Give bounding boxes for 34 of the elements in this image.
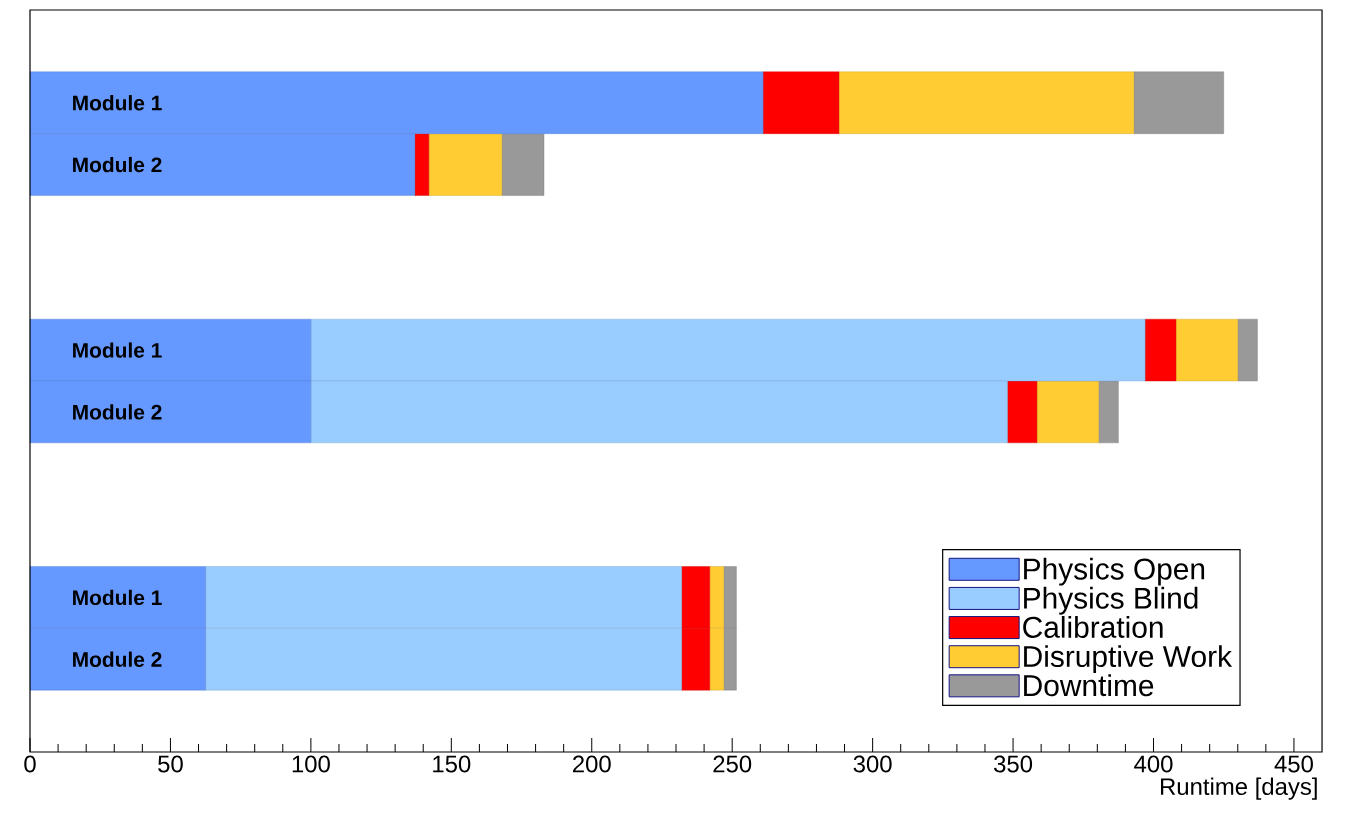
x-axis-title: Runtime [days] [1161,777,1317,800]
legend-label: Downtime [1024,674,1154,697]
legend-label: Physics Open [1024,557,1205,586]
y-tick-label: Module 1 [73,342,162,358]
bar [1144,318,1177,382]
x-tick-label: 50 [158,755,183,773]
x-tick-label: 450 [1274,755,1313,773]
y-tick-label: Module 1 [73,95,162,111]
y-tick-label: Module 1 [73,589,162,606]
x-tick-label: 300 [853,755,892,773]
x-tick-label: 200 [573,755,611,773]
x-tick-label: 150 [433,755,471,773]
x-tick-label: 0 [24,755,36,773]
y-tick-label: Module 2 [73,404,162,420]
bar [1133,71,1224,134]
bar [501,133,545,196]
y-tick-label: Module 2 [73,651,162,667]
bar [1007,380,1038,444]
bar [1036,380,1099,444]
y-tick-label: Module 2 [73,156,162,173]
bar [1175,318,1238,382]
x-tick-label: 250 [713,755,752,773]
bar [414,133,430,196]
bar [762,71,840,134]
x-tick-label: 400 [1134,755,1173,773]
bar [1237,318,1258,382]
legend-label: Physics Blind [1024,586,1198,615]
x-tick-label: 350 [994,755,1033,773]
x-tick-label: 100 [292,755,330,773]
legend-label: Calibration [1023,615,1163,638]
bar [1098,380,1119,444]
legend-label: Disruptive Work [1024,645,1233,673]
bar [838,71,1135,134]
bar [428,133,503,196]
